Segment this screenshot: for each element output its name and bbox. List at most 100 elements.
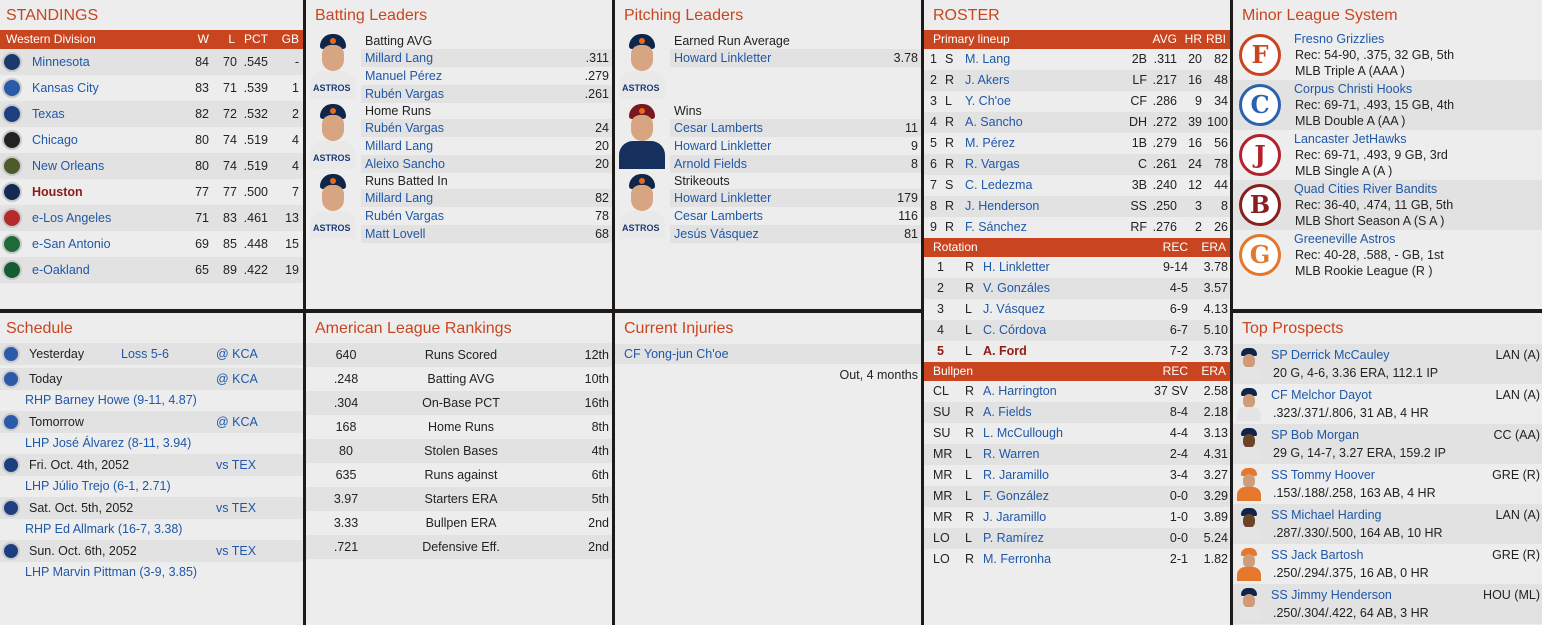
prospect-name-link[interactable]: SS Michael Harding	[1271, 508, 1382, 522]
leader-name-link[interactable]: Rubén Vargas	[365, 121, 444, 135]
leader-name-link[interactable]: Matt Lovell	[365, 227, 426, 241]
prospect-name-link[interactable]: SP Bob Morgan	[1271, 428, 1360, 442]
lineup-row[interactable]: 9 R F. Sánchez RF .276 2 26	[924, 217, 1230, 238]
rotation-row[interactable]: 5 L A. Ford 7-2 3.73	[924, 341, 1230, 362]
lineup-row[interactable]: 4 R A. Sancho DH .272 39 100	[924, 112, 1230, 133]
player-name-link[interactable]: J. Akers	[965, 73, 1010, 87]
bullpen-row[interactable]: MR L R. Warren 2-4 4.31	[924, 444, 1230, 465]
team-name-link[interactable]: New Orleans	[32, 159, 105, 173]
leader-row[interactable]: Rubén Vargas 78	[361, 207, 612, 225]
pitcher-name-link[interactable]: M. Ferronha	[983, 552, 1052, 566]
team-name-link[interactable]: Minnesota	[32, 55, 90, 69]
probable-pitcher-link[interactable]: LHP Júlio Trejo (6-1, 2.71)	[25, 479, 171, 493]
player-name-link[interactable]: C. Ledezma	[965, 178, 1033, 192]
minor-team-link[interactable]: Greeneville Astros	[1294, 232, 1396, 246]
pitcher-name-link[interactable]: P. Ramírez	[983, 531, 1044, 545]
player-name-link[interactable]: J. Henderson	[965, 199, 1040, 213]
pitcher-name-link[interactable]: A. Ford	[983, 344, 1027, 358]
prospect-row[interactable]: SS Jack Bartosh GRE (R) .250/.294/.375, 16…	[1233, 544, 1542, 584]
player-name-link[interactable]: F. Sánchez	[965, 220, 1027, 234]
standings-row[interactable]: Kansas City 83 71 .539 1	[0, 75, 303, 101]
probable-pitcher-link[interactable]: RHP Barney Howe (9-11, 4.87)	[25, 393, 197, 407]
team-name-link[interactable]: e-San Antonio	[32, 237, 111, 251]
bullpen-row[interactable]: CL R A. Harrington 37 SV 2.58	[924, 381, 1230, 402]
standings-row[interactable]: Chicago 80 74 .519 4	[0, 127, 303, 153]
minor-team-row[interactable]: F Fresno Grizzlies Rec: 54-90, .375, 32 GB…	[1233, 30, 1542, 80]
pitcher-name-link[interactable]: L. McCullough	[983, 426, 1063, 440]
leader-name-link[interactable]: Millard Lang	[365, 51, 434, 65]
leader-row[interactable]: Cesar Lamberts 116	[670, 207, 921, 225]
leader-name-link[interactable]: Aleixo Sancho	[365, 157, 445, 171]
team-name-link[interactable]: e-Los Angeles	[32, 211, 112, 225]
pitcher-name-link[interactable]: A. Fields	[983, 405, 1032, 419]
leader-row[interactable]: Arnold Fields 8	[670, 155, 921, 173]
player-name-link[interactable]: M. Lang	[965, 52, 1011, 66]
lineup-row[interactable]: 7 S C. Ledezma 3B .240 12 44	[924, 175, 1230, 196]
leader-row[interactable]: Howard Linkletter 3.78	[670, 49, 921, 67]
player-name-link[interactable]: Y. Ch'oe	[965, 94, 1011, 108]
pitcher-name-link[interactable]: J. Jaramillo	[983, 510, 1047, 524]
leader-row[interactable]: Millard Lang 82	[361, 189, 612, 207]
game-result-link[interactable]: Loss 5-6	[121, 347, 169, 361]
schedule-row[interactable]: Yesterday Loss 5-6 @ KCA	[0, 343, 303, 365]
pitcher-name-link[interactable]: J. Vásquez	[983, 302, 1045, 316]
leader-name-link[interactable]: Howard Linkletter	[674, 51, 772, 65]
pitcher-name-link[interactable]: R. Warren	[983, 447, 1040, 461]
leader-name-link[interactable]: Howard Linkletter	[674, 191, 772, 205]
leader-row[interactable]: Millard Lang .311	[361, 49, 612, 67]
team-name-link[interactable]: Houston	[32, 185, 83, 199]
bullpen-row[interactable]: LO R M. Ferronha 2-1 1.82	[924, 549, 1230, 570]
pitcher-name-link[interactable]: C. Córdova	[983, 323, 1047, 337]
leader-name-link[interactable]: Millard Lang	[365, 139, 434, 153]
standings-row[interactable]: e-San Antonio 69 85 .448 15	[0, 231, 303, 257]
schedule-row[interactable]: Today @ KCA	[0, 368, 303, 390]
leader-name-link[interactable]: Rubén Vargas	[365, 209, 444, 223]
standings-row[interactable]: New Orleans 80 74 .519 4	[0, 153, 303, 179]
opponent-link[interactable]: @ KCA	[216, 372, 258, 386]
bullpen-row[interactable]: MR L F. González 0-0 3.29	[924, 486, 1230, 507]
player-name-link[interactable]: A. Sancho	[965, 115, 1023, 129]
rotation-row[interactable]: 3 L J. Vásquez 6-9 4.13	[924, 299, 1230, 320]
standings-row[interactable]: Texas 82 72 .532 2	[0, 101, 303, 127]
bullpen-row[interactable]: MR L R. Jaramillo 3-4 3.27	[924, 465, 1230, 486]
probable-pitcher-row[interactable]: RHP Ed Allmark (16-7, 3.38)	[0, 519, 303, 540]
bullpen-row[interactable]: SU R L. McCullough 4-4 3.13	[924, 423, 1230, 444]
minor-team-row[interactable]: C Corpus Christi Hooks Rec: 69-71, .493, 1…	[1233, 80, 1542, 130]
prospect-name-link[interactable]: SS Jack Bartosh	[1271, 548, 1364, 562]
lineup-row[interactable]: 2 R J. Akers LF .217 16 48	[924, 70, 1230, 91]
opponent-link[interactable]: @ KCA	[216, 347, 258, 361]
team-name-link[interactable]: e-Oakland	[32, 263, 90, 277]
probable-pitcher-row[interactable]: LHP Marvin Pittman (3-9, 3.85)	[0, 562, 303, 583]
prospect-name-link[interactable]: CF Melchor Dayot	[1271, 388, 1372, 402]
probable-pitcher-link[interactable]: RHP Ed Allmark (16-7, 3.38)	[25, 522, 183, 536]
prospect-row[interactable]: SP Derrick McCauley LAN (A) 20 G, 4-6, 3.3…	[1233, 344, 1542, 384]
pitcher-name-link[interactable]: F. González	[983, 489, 1050, 503]
prospect-name-link[interactable]: SS Tommy Hoover	[1271, 468, 1375, 482]
leader-row[interactable]: Rubén Vargas 24	[361, 119, 612, 137]
leader-row[interactable]: Aleixo Sancho 20	[361, 155, 612, 173]
lineup-row[interactable]: 6 R R. Vargas C .261 24 78	[924, 154, 1230, 175]
leader-name-link[interactable]: Cesar Lamberts	[674, 209, 763, 223]
probable-pitcher-row[interactable]: RHP Barney Howe (9-11, 4.87)	[0, 390, 303, 411]
leader-row[interactable]: Rubén Vargas .261	[361, 85, 612, 103]
leader-row[interactable]: Jesús Vásquez 81	[670, 225, 921, 243]
prospect-name-link[interactable]: SS Jimmy Henderson	[1271, 588, 1392, 602]
injured-player-link[interactable]: CF Yong-jun Ch'oe	[624, 347, 729, 361]
probable-pitcher-link[interactable]: LHP José Álvarez (8-11, 3.94)	[25, 436, 192, 450]
leader-name-link[interactable]: Jesús Vásquez	[674, 227, 759, 241]
rotation-row[interactable]: 1 R H. Linkletter 9-14 3.78	[924, 257, 1230, 278]
standings-row[interactable]: Minnesota 84 70 .545 -	[0, 49, 303, 75]
probable-pitcher-row[interactable]: LHP Júlio Trejo (6-1, 2.71)	[0, 476, 303, 497]
minor-team-row[interactable]: G Greeneville Astros Rec: 40-28, .588, - G…	[1233, 230, 1542, 280]
standings-row[interactable]: e-Los Angeles 71 83 .461 13	[0, 205, 303, 231]
lineup-row[interactable]: 8 R J. Henderson SS .250 3 8	[924, 196, 1230, 217]
prospect-row[interactable]: SS Michael Harding LAN (A) .287/.330/.500,…	[1233, 504, 1542, 544]
leader-row[interactable]: Manuel Pérez .279	[361, 67, 612, 85]
minor-team-row[interactable]: J Lancaster JetHawks Rec: 69-71, .493, 9 G…	[1233, 130, 1542, 180]
pitcher-name-link[interactable]: R. Jaramillo	[983, 468, 1049, 482]
prospect-row[interactable]: SS Tommy Hoover GRE (R) .153/.188/.258, 16…	[1233, 464, 1542, 504]
leader-row[interactable]: Howard Linkletter 9	[670, 137, 921, 155]
lineup-row[interactable]: 5 R M. Pérez 1B .279 16 56	[924, 133, 1230, 154]
team-name-link[interactable]: Texas	[32, 107, 65, 121]
opponent-link[interactable]: vs TEX	[216, 544, 257, 558]
